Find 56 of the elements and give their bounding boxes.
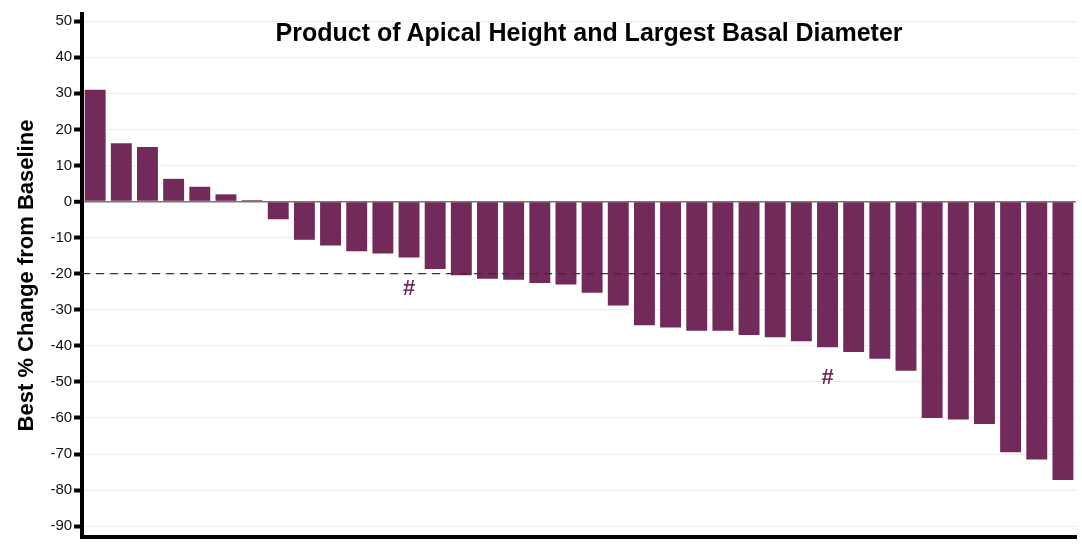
data-label: # [821, 364, 834, 390]
bar [686, 202, 708, 331]
y-tick-label: 40 [55, 47, 73, 65]
bar [477, 202, 498, 279]
bar [163, 178, 185, 201]
bar [712, 202, 734, 331]
y-tick-label: 30 [55, 83, 73, 101]
bar [633, 202, 655, 326]
bar [372, 202, 394, 254]
y-tick-label: -30 [50, 299, 73, 317]
bar [869, 202, 891, 359]
bar [581, 202, 603, 293]
bar [503, 202, 525, 280]
chart-title: Product of Apical Height and Largest Basal Diameter [275, 18, 903, 47]
bar [738, 202, 760, 336]
y-axis-title: Best % Change from Baseline [13, 119, 39, 432]
y-tick-label: -90 [50, 516, 73, 534]
bar [84, 89, 106, 201]
bar [817, 202, 838, 348]
bar [790, 202, 812, 342]
bar [1000, 202, 1022, 453]
bar [293, 202, 315, 240]
bar [921, 202, 943, 418]
y-tick-label: 20 [55, 119, 73, 137]
bar [320, 202, 342, 246]
y-tick-label: -60 [50, 408, 73, 426]
bar [1052, 202, 1074, 481]
bar [137, 147, 158, 201]
bar [189, 186, 211, 201]
bar [607, 202, 629, 306]
y-tick-label: 50 [55, 11, 73, 29]
data-label: # [402, 274, 416, 300]
y-tick-label: 0 [63, 191, 73, 209]
bar [424, 202, 446, 270]
bar [346, 202, 368, 252]
bar [1026, 202, 1048, 460]
bar [450, 202, 472, 276]
bar [843, 202, 865, 352]
bar [267, 202, 289, 220]
bar [895, 202, 917, 371]
y-tick-label: 10 [55, 155, 73, 173]
bar [764, 202, 786, 338]
bar [110, 143, 132, 201]
y-tick-label: -50 [50, 372, 73, 390]
bar [555, 202, 577, 285]
y-tick-label: -20 [50, 263, 73, 281]
bar [660, 202, 682, 328]
bar [398, 202, 420, 258]
y-tick-label: -10 [50, 227, 73, 245]
y-tick-label: -70 [50, 444, 73, 462]
bar [529, 202, 551, 284]
bar [947, 202, 969, 420]
bar [215, 194, 237, 201]
y-tick-label: -40 [50, 335, 73, 353]
y-tick-label: -80 [50, 480, 73, 498]
bar [973, 202, 995, 425]
